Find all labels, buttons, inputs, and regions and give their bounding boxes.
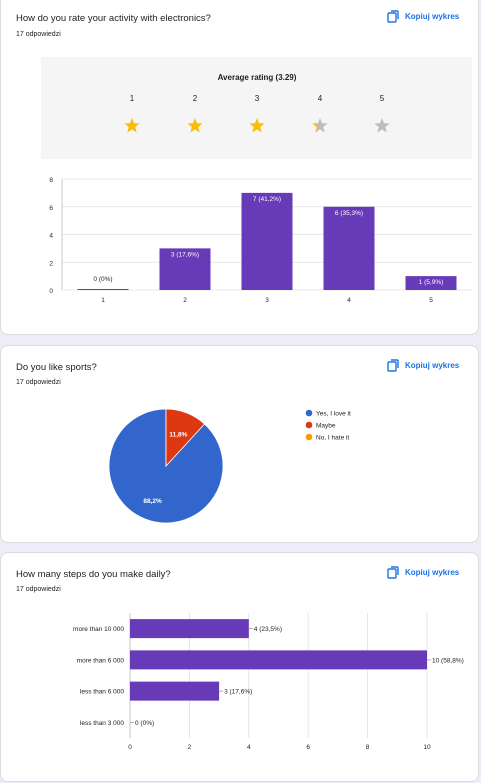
bar-value-label: 3 (17,6%) — [224, 689, 252, 696]
star-icon — [187, 118, 203, 133]
bar — [77, 289, 129, 290]
category-label: less than 3 000 — [80, 720, 124, 727]
pie-chart: 88,2% 11,8% Yes, I love it Maybe No, I hate… — [108, 408, 351, 524]
bar-value-label: 3 (17,6%) — [171, 251, 199, 258]
x-tick-label: 3 — [265, 297, 269, 304]
rating-label: 4 — [318, 94, 323, 103]
bar — [241, 192, 293, 290]
legend-swatch — [305, 421, 313, 429]
bar — [323, 206, 375, 290]
star-partial-fill — [312, 123, 317, 133]
bar — [130, 681, 220, 701]
question-card-electronics: How do you rate your activity with elect… — [0, 0, 479, 335]
copy-chart-button[interactable]: Kopiuj wykres — [387, 359, 459, 372]
horizontal-bar-chart: 0 2 4 6 8 10 more than 10 000 4 (23,5%) more tha… — [73, 613, 464, 751]
x-tick-label: 6 — [306, 744, 310, 751]
question-title: Do you like sports? — [16, 362, 97, 373]
copy-chart-label: Kopiuj wykres — [405, 568, 460, 577]
pie-slice-label: 88,2% — [143, 498, 162, 505]
star-icon — [124, 118, 140, 133]
pie-slice-label: 11,8% — [169, 432, 187, 439]
copy-icon — [387, 566, 399, 579]
bar-value-label: 10 (58,8%) — [432, 657, 464, 664]
star-icon — [249, 118, 265, 133]
x-tick-label: 2 — [188, 744, 192, 751]
star-empty-icon — [374, 118, 390, 133]
legend-label: No, I hate it — [316, 435, 349, 442]
bar-value-label: 0 (0%) — [93, 276, 112, 283]
pie-slice — [165, 408, 206, 468]
rating-label: 2 — [193, 94, 198, 103]
question-card-sports: Do you like sports? 17 odpowiedzi Kopiuj… — [0, 345, 479, 543]
legend-swatch — [305, 433, 313, 441]
bar-value-label: 0 (0%) — [135, 720, 154, 727]
question-title: How many steps do you make daily? — [16, 569, 171, 580]
bar-value-label: 7 (41,2%) — [253, 196, 281, 203]
bar — [130, 650, 427, 670]
copy-chart-label: Kopiuj wykres — [405, 12, 460, 21]
y-tick-label: 0 — [49, 288, 53, 295]
category-label: more than 10 000 — [73, 626, 124, 633]
question-title: How do you rate your activity with elect… — [16, 13, 211, 24]
rating-label: 1 — [130, 94, 135, 103]
bar-value-label: 1 (5,9%) — [419, 279, 444, 286]
y-tick-label: 8 — [49, 177, 53, 184]
copy-chart-button[interactable]: Kopiuj wykres — [387, 566, 459, 579]
bar-value-label: 6 (35,3%) — [335, 210, 363, 217]
rating-label: 3 — [255, 94, 260, 103]
y-tick-label: 4 — [49, 233, 53, 240]
copy-chart-label: Kopiuj wykres — [405, 361, 460, 370]
legend-swatch — [305, 409, 313, 417]
copy-icon — [387, 359, 399, 372]
x-tick-label: 4 — [247, 744, 251, 751]
bar — [159, 248, 211, 290]
star-partial-icon — [312, 118, 328, 133]
y-tick-label: 6 — [49, 205, 53, 212]
copy-icon — [387, 10, 399, 23]
x-tick-label: 8 — [366, 744, 370, 751]
question-card-steps: How many steps do you make daily? 17 odp… — [0, 552, 479, 782]
average-rating-panel — [41, 57, 472, 159]
response-count: 17 odpowiedzi — [16, 379, 61, 386]
legend-label: Maybe — [316, 423, 336, 430]
category-label: more than 6 000 — [77, 657, 125, 664]
legend-label: Yes, I love it — [316, 411, 351, 418]
bar-value-label: 4 (23,5%) — [254, 626, 282, 633]
bar — [405, 276, 457, 290]
x-tick-label: 5 — [429, 297, 433, 304]
x-tick-label: 1 — [101, 297, 105, 304]
category-label: less than 6 000 — [80, 689, 124, 696]
x-tick-label: 2 — [183, 297, 187, 304]
y-tick-label: 2 — [49, 260, 53, 267]
x-tick-label: 4 — [347, 297, 351, 304]
rating-chart: Average rating (3.29) 1 2 3 4 5 0 2 4 6 8 0 (0%) 1… — [41, 57, 472, 304]
bar — [130, 619, 249, 639]
average-rating-label: Average rating (3.29) — [218, 73, 297, 82]
rating-label: 5 — [380, 94, 385, 103]
response-count: 17 odpowiedzi — [16, 31, 61, 38]
x-tick-label: 10 — [423, 744, 431, 751]
copy-chart-button[interactable]: Kopiuj wykres — [387, 10, 459, 23]
x-tick-label: 0 — [128, 744, 132, 751]
response-count: 17 odpowiedzi — [16, 586, 61, 593]
